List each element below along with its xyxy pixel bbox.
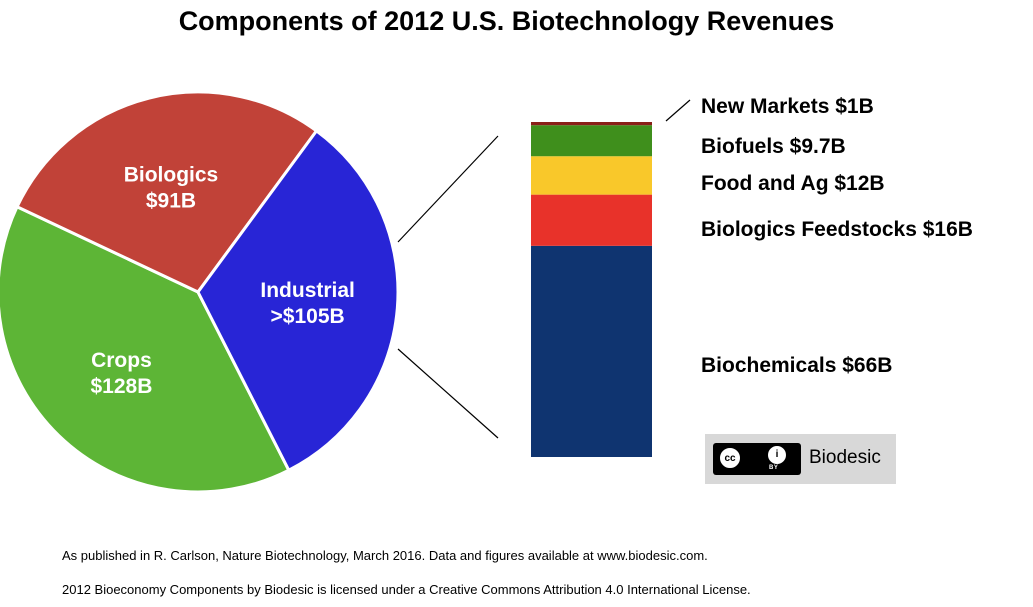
pie-chart: Crops $128B Biologics $91B Industrial >$105B bbox=[0, 90, 400, 494]
stacked-bar-chart: Biochemicals $66B Biologics Feedstocks $1… bbox=[531, 95, 973, 457]
pie-label-crops: Crops $128B bbox=[90, 349, 152, 398]
pie-label-value: $91B bbox=[146, 189, 196, 212]
bar-label-biochemicals: Biochemicals $66B bbox=[701, 354, 892, 377]
pie-label-industrial: Industrial >$105B bbox=[260, 279, 355, 328]
connector-line-bottom bbox=[397, 348, 499, 439]
bar-segment-food-and-ag bbox=[531, 156, 652, 195]
attribution-icon: i bbox=[767, 445, 787, 465]
pie-to-bar-connectors bbox=[397, 135, 499, 439]
badge-name: Biodesic bbox=[809, 447, 881, 468]
bar-segment-biologics-feedstocks bbox=[531, 194, 652, 246]
bar-label-new-markets: New Markets $1B bbox=[701, 95, 874, 118]
pie-label-category: Crops bbox=[91, 349, 152, 372]
pie-slice-crops bbox=[0, 204, 291, 494]
bar-segment-biofuels bbox=[531, 125, 652, 157]
new-markets-leader-line bbox=[665, 99, 691, 122]
creative-commons-badge[interactable]: cc i BY Biodesic bbox=[705, 434, 896, 484]
pie-slice-industrial bbox=[196, 128, 400, 473]
pie-label-value: >$105B bbox=[271, 305, 345, 328]
cc-by-logo-icon: cc i BY bbox=[713, 443, 801, 475]
license-footnote: 2012 Bioeconomy Components by Biodesic i… bbox=[62, 582, 751, 597]
bar-label-food-and-ag: Food and Ag $12B bbox=[701, 172, 885, 195]
bar-label-biologics-feedstocks: Biologics Feedstocks $16B bbox=[701, 218, 973, 241]
pie-label-category: Industrial bbox=[260, 279, 355, 302]
bar-segment-new-markets bbox=[531, 122, 652, 126]
pie-slice-biologics bbox=[15, 90, 319, 294]
by-label: BY bbox=[769, 465, 779, 471]
pie-label-value: $128B bbox=[90, 375, 152, 398]
pie-label-biologics: Biologics $91B bbox=[124, 163, 219, 212]
chart-title: Components of 2012 U.S. Biotechnology Re… bbox=[178, 6, 835, 36]
source-footnote: As published in R. Carlson, Nature Biote… bbox=[62, 548, 708, 563]
pie-label-category: Biologics bbox=[124, 163, 219, 186]
connector-line-top bbox=[397, 135, 499, 243]
bar-label-biofuels: Biofuels $9.7B bbox=[701, 135, 846, 158]
cc-icon: cc bbox=[719, 447, 741, 469]
bar-segment-biochemicals bbox=[531, 245, 652, 457]
